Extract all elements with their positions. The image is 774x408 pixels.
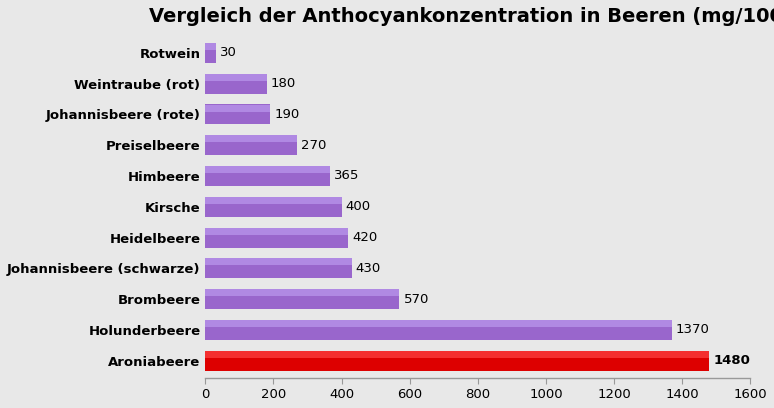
Text: 400: 400 bbox=[346, 200, 371, 213]
Text: 1480: 1480 bbox=[714, 354, 750, 367]
Bar bbox=[205, 351, 710, 371]
Bar bbox=[205, 104, 270, 111]
Bar bbox=[205, 104, 270, 124]
Bar bbox=[205, 74, 266, 81]
Bar bbox=[205, 166, 330, 186]
Text: 430: 430 bbox=[356, 262, 381, 275]
Bar bbox=[205, 259, 351, 266]
Bar bbox=[205, 73, 266, 93]
Text: 270: 270 bbox=[301, 139, 327, 152]
Bar bbox=[205, 135, 297, 142]
Bar bbox=[205, 166, 330, 173]
Bar bbox=[205, 228, 348, 248]
Bar bbox=[205, 197, 341, 204]
Text: 365: 365 bbox=[334, 169, 359, 182]
Bar bbox=[205, 320, 672, 340]
Bar bbox=[205, 43, 215, 63]
Text: 570: 570 bbox=[403, 293, 429, 306]
Bar bbox=[205, 289, 399, 296]
Bar bbox=[205, 135, 297, 155]
Bar bbox=[205, 197, 341, 217]
Title: Vergleich der Anthocyankonzentration in Beeren (mg/100g): Vergleich der Anthocyankonzentration in … bbox=[149, 7, 774, 26]
Text: 190: 190 bbox=[274, 108, 300, 121]
Text: 180: 180 bbox=[271, 77, 296, 90]
Bar bbox=[205, 320, 672, 327]
Bar bbox=[205, 43, 215, 50]
Bar bbox=[205, 258, 351, 278]
Bar bbox=[205, 289, 399, 309]
Text: 420: 420 bbox=[352, 231, 378, 244]
Text: 30: 30 bbox=[220, 46, 237, 59]
Bar bbox=[205, 228, 348, 235]
Text: 1370: 1370 bbox=[676, 324, 710, 337]
Bar bbox=[205, 351, 710, 358]
